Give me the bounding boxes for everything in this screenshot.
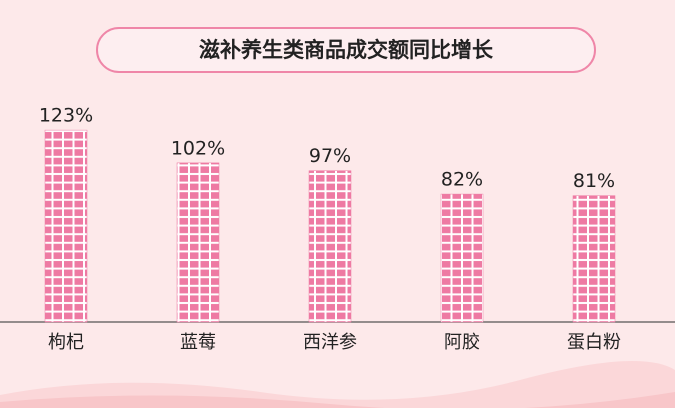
- value-label: 97%: [309, 145, 351, 167]
- bar: [176, 162, 220, 323]
- value-label: 81%: [573, 170, 615, 192]
- bar: [572, 195, 616, 323]
- decor-wave: [0, 392, 675, 408]
- value-label: 123%: [39, 105, 93, 127]
- x-tick-label: 西洋参: [303, 332, 357, 353]
- chart-title: 滋补养生类商品成交额同比增长: [199, 38, 494, 62]
- bar: [308, 170, 352, 323]
- value-label: 82%: [441, 169, 483, 191]
- bar: [44, 129, 88, 323]
- x-tick-label: 蛋白粉: [567, 332, 621, 353]
- value-label: 102%: [171, 137, 225, 159]
- title-box: [96, 27, 596, 73]
- x-tick-label: 阿胶: [444, 332, 480, 353]
- x-tick-label: 蓝莓: [180, 332, 216, 353]
- bar: [440, 193, 484, 323]
- x-tick-label: 枸杞: [48, 332, 84, 353]
